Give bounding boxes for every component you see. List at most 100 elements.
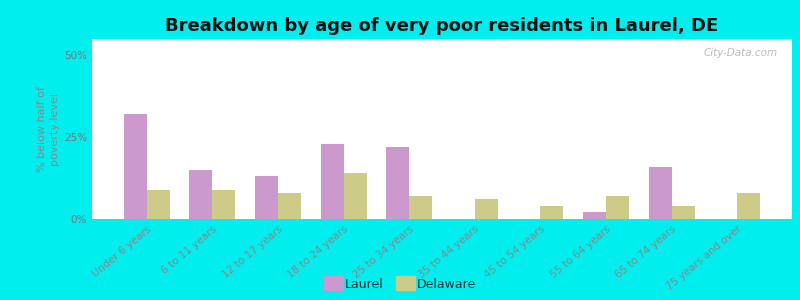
Bar bbox=[92, 39, 792, 40]
Bar bbox=[92, 39, 792, 40]
Bar bbox=[92, 39, 792, 40]
Bar bbox=[92, 39, 792, 40]
Bar bbox=[92, 39, 792, 40]
Bar bbox=[92, 39, 792, 40]
Bar bbox=[92, 39, 792, 40]
Bar bbox=[583, 212, 606, 219]
Bar bbox=[92, 40, 792, 41]
Bar bbox=[92, 40, 792, 41]
Bar bbox=[92, 39, 792, 40]
Bar bbox=[92, 39, 792, 40]
Bar bbox=[92, 39, 792, 40]
Bar bbox=[92, 39, 792, 40]
Bar bbox=[92, 40, 792, 41]
Bar bbox=[92, 39, 792, 40]
Bar bbox=[92, 39, 792, 40]
Bar bbox=[92, 40, 792, 41]
Bar bbox=[92, 39, 792, 40]
Bar bbox=[92, 40, 792, 41]
Bar bbox=[92, 40, 792, 41]
Bar bbox=[92, 40, 792, 41]
Bar bbox=[92, 39, 792, 40]
Bar bbox=[321, 144, 343, 219]
Bar bbox=[92, 40, 792, 41]
Bar bbox=[606, 196, 629, 219]
Bar bbox=[92, 40, 792, 41]
Bar bbox=[92, 39, 792, 40]
Bar bbox=[92, 39, 792, 40]
Bar bbox=[92, 39, 792, 40]
Bar bbox=[92, 39, 792, 40]
Text: City-Data.com: City-Data.com bbox=[704, 48, 778, 58]
Bar bbox=[92, 39, 792, 40]
Bar bbox=[92, 39, 792, 40]
Bar bbox=[92, 39, 792, 40]
Bar bbox=[92, 39, 792, 40]
Bar bbox=[92, 39, 792, 40]
Bar bbox=[92, 40, 792, 41]
Legend: Laurel, Delaware: Laurel, Delaware bbox=[323, 277, 477, 291]
Bar bbox=[92, 39, 792, 40]
Bar bbox=[92, 39, 792, 40]
Bar bbox=[92, 40, 792, 41]
Bar bbox=[92, 39, 792, 40]
Bar bbox=[278, 193, 301, 219]
Bar bbox=[92, 39, 792, 40]
Bar bbox=[92, 39, 792, 40]
Title: Breakdown by age of very poor residents in Laurel, DE: Breakdown by age of very poor residents … bbox=[166, 17, 718, 35]
Bar bbox=[92, 39, 792, 40]
Bar bbox=[409, 196, 432, 219]
Bar bbox=[92, 39, 792, 40]
Bar bbox=[92, 39, 792, 40]
Bar bbox=[92, 39, 792, 40]
Bar bbox=[92, 39, 792, 40]
Bar bbox=[92, 40, 792, 41]
Bar bbox=[92, 39, 792, 40]
Bar bbox=[541, 206, 563, 219]
Bar bbox=[92, 39, 792, 40]
Bar bbox=[92, 40, 792, 41]
Bar bbox=[92, 40, 792, 41]
Bar bbox=[92, 39, 792, 40]
Bar bbox=[92, 39, 792, 40]
Bar bbox=[92, 39, 792, 40]
Bar bbox=[92, 40, 792, 41]
Bar bbox=[92, 39, 792, 40]
Bar bbox=[92, 39, 792, 40]
Bar bbox=[92, 39, 792, 40]
Bar bbox=[92, 40, 792, 41]
Bar bbox=[92, 39, 792, 40]
Bar bbox=[92, 39, 792, 40]
Bar bbox=[92, 40, 792, 41]
Bar bbox=[92, 40, 792, 41]
Bar bbox=[92, 39, 792, 40]
Bar bbox=[92, 39, 792, 40]
Bar bbox=[92, 39, 792, 40]
Bar bbox=[92, 40, 792, 41]
Bar bbox=[92, 39, 792, 40]
Bar bbox=[92, 39, 792, 40]
Bar bbox=[92, 39, 792, 40]
Bar bbox=[92, 39, 792, 40]
Y-axis label: % below half of
poverty level: % below half of poverty level bbox=[37, 86, 60, 172]
Bar bbox=[92, 39, 792, 40]
Bar bbox=[92, 39, 792, 40]
Bar bbox=[212, 190, 235, 219]
Bar bbox=[343, 173, 366, 219]
Bar bbox=[92, 39, 792, 40]
Bar bbox=[92, 39, 792, 40]
Bar bbox=[92, 39, 792, 40]
Bar bbox=[92, 40, 792, 41]
Bar bbox=[386, 147, 409, 219]
Bar bbox=[124, 114, 146, 219]
Bar bbox=[92, 39, 792, 40]
Bar bbox=[92, 40, 792, 41]
Bar bbox=[92, 39, 792, 40]
Bar bbox=[92, 39, 792, 40]
Bar bbox=[92, 39, 792, 40]
Bar bbox=[92, 39, 792, 40]
Bar bbox=[475, 200, 498, 219]
Bar bbox=[92, 39, 792, 40]
Bar bbox=[92, 39, 792, 40]
Bar bbox=[92, 40, 792, 41]
